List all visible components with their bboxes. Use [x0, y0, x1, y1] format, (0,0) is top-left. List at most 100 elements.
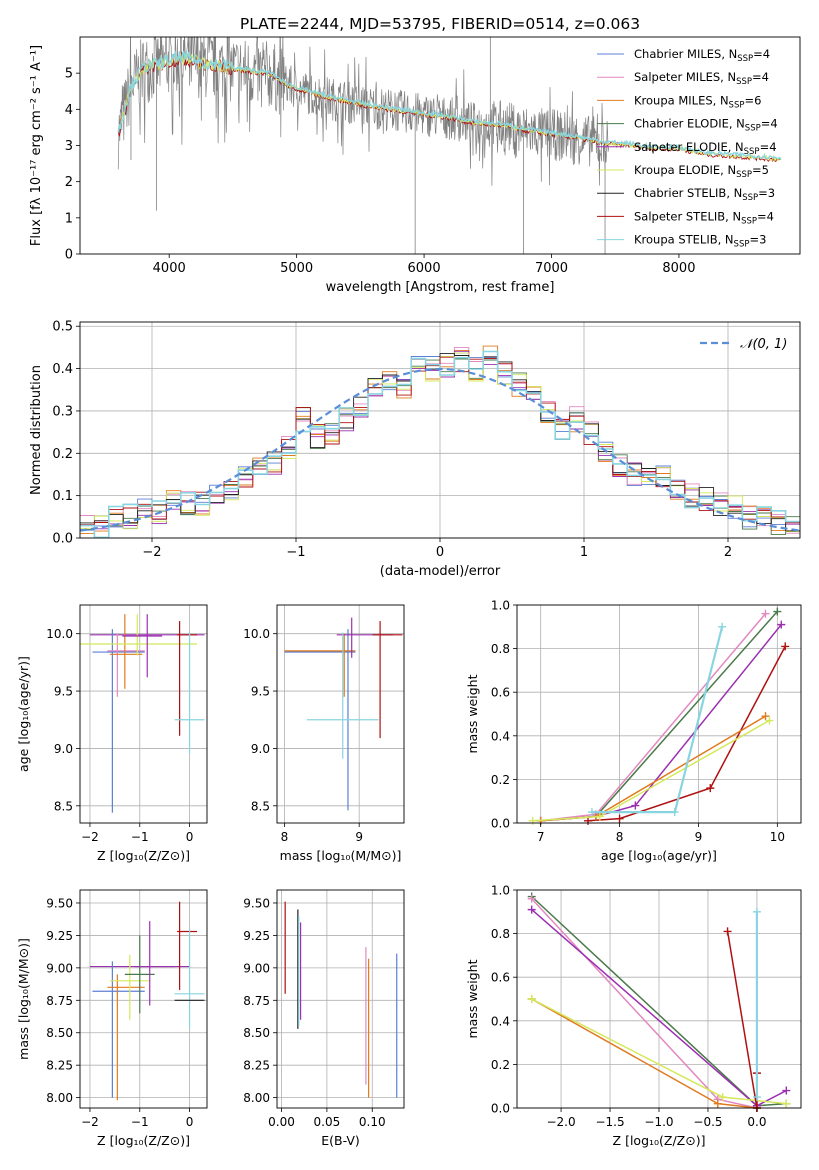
y-tick-label: 10.0 — [46, 627, 73, 641]
y-tick-label: 8.5 — [54, 799, 73, 813]
spectrum-legend: Chabrier MILES, NSSP=4 Salpeter MILES, NS… — [597, 47, 778, 250]
x-tick-label: −2 — [142, 545, 161, 560]
weight-marker — [752, 1093, 761, 1102]
y-axis-label: mass weight — [465, 959, 480, 1038]
normal-reference-curve — [80, 367, 800, 532]
x-axis-label: age [log₁₀(age/yr)] — [601, 848, 717, 863]
x-tick-label: 7 — [537, 830, 545, 844]
y-tick-label: 0.6 — [491, 971, 510, 985]
legend-label: Salpeter ELODIE, NSSP=4 — [634, 140, 777, 157]
weight-marker — [782, 1086, 791, 1095]
weight-marker — [587, 808, 596, 817]
y-tick-label: 9.0 — [251, 742, 270, 756]
weight-marker — [528, 816, 537, 825]
x-tick-label: 5000 — [280, 261, 313, 276]
y-tick-label: 3 — [65, 139, 73, 154]
model-spectrum-kroupa_stelib — [117, 48, 782, 160]
legend-label: 𝒩(0, 1) — [740, 337, 787, 352]
weight-line-salpeter_stelib — [726, 931, 758, 1109]
weight-marker — [752, 907, 761, 916]
y-tick-label: 9.5 — [251, 685, 270, 699]
legend-label: Kroupa ELODIE, NSSP=5 — [634, 163, 769, 180]
y-tick-label: 9.5 — [54, 685, 73, 699]
y-tick-label: 9.25 — [46, 929, 73, 943]
y-tick-label: 8.25 — [46, 1059, 73, 1073]
y-tick-label: 1 — [65, 211, 73, 226]
legend-label: Chabrier ELODIE, NSSP=4 — [634, 117, 778, 134]
weight-line-chabrier_elodie — [540, 611, 778, 822]
weight-marker — [595, 812, 604, 821]
x-tick-label: 4000 — [153, 261, 186, 276]
weight-line-salpeter_stelib — [587, 646, 786, 822]
y-tick-label: 0.8 — [491, 927, 510, 941]
y-tick-label: 9.0 — [54, 742, 73, 756]
y-tick-label: 0.0 — [52, 532, 73, 547]
y-tick-label: 8.25 — [243, 1059, 270, 1073]
x-tick-label: −1 — [131, 830, 149, 844]
y-tick-label: 9.00 — [243, 961, 270, 975]
x-tick-label: 10 — [770, 830, 785, 844]
weight-marker — [527, 995, 536, 1003]
y-tick-label: 4 — [65, 103, 73, 118]
x-tick-label: 9 — [695, 830, 703, 844]
x-axis-label: Z [log₁₀(Z/Z⊙)] — [97, 1133, 190, 1148]
y-tick-label: 0.2 — [52, 447, 73, 462]
errorbar-plot-area — [284, 901, 398, 1098]
weight-vs-age-panel: 7 8 9 10 0.0 0.2 0.4 0.6 0.8 1.0 age [log₁₀(age/yr… — [465, 599, 802, 863]
y-tick-label: 1.0 — [491, 884, 510, 898]
y-tick-label: 0.6 — [491, 686, 510, 700]
axes-frame — [79, 889, 208, 1109]
axes-frame — [79, 604, 208, 824]
x-tick-label: −1 — [286, 545, 305, 560]
y-tick-label: 9.50 — [243, 896, 270, 910]
x-tick-label: 8 — [616, 830, 624, 844]
x-axis-label: E(B-V) — [321, 1133, 360, 1148]
weight-marker — [718, 622, 727, 631]
x-tick-label: 0.0 — [747, 1115, 766, 1129]
weight-marker — [527, 905, 536, 914]
y-tick-label: 5 — [65, 67, 73, 82]
errorbar-plot-area — [80, 614, 205, 813]
y-tick-label: 0.2 — [491, 773, 510, 787]
y-tick-label: 0.3 — [52, 404, 73, 419]
y-tick-label: 0.4 — [491, 729, 510, 743]
weight-marker — [718, 1093, 727, 1102]
weight-marker — [706, 784, 715, 793]
y-tick-label: 0.4 — [491, 1014, 510, 1028]
spectrum-panel: 4000 5000 6000 7000 8000 0 1 2 3 4 5 wavelength [An… — [29, 36, 801, 295]
legend-label: Salpeter MILES, NSSP=4 — [634, 70, 769, 87]
weight-line-salpeter_miles — [540, 613, 767, 822]
histogram-step-salpeter_stelib — [80, 356, 800, 526]
x-tick-label: 0 — [186, 1115, 194, 1129]
legend-label: Kroupa MILES, NSSP=6 — [634, 93, 761, 110]
y-tick-label: 8.50 — [46, 1026, 73, 1040]
y-axis-label: mass [log₁₀(M/M⊙)] — [16, 938, 31, 1060]
mass-vs-EBV-panel: 0.00 0.05 0.10 8.00 8.25 8.50 8.75 9.00 9.25 9.50… — [243, 889, 405, 1148]
y-tick-label: 9.25 — [243, 929, 270, 943]
weight-line-kroupa_miles — [540, 715, 766, 822]
x-tick-label: −1 — [131, 1115, 149, 1129]
residuals-panel: −2 −1 0 1 2 0.0 0.1 0.2 0.3 0.4 0.5 (data-model)/er… — [29, 320, 801, 579]
weight-line-kroupa_miles — [531, 998, 757, 1109]
weight-marker — [781, 642, 790, 651]
weight-vs-Z-panel: −2.0 −1.5 −1.0 −0.5 0.0 0.0 0.2 0.4 0.6 0.8 1.0 Z [… — [465, 884, 802, 1148]
errorbar-plot-area — [89, 901, 205, 1101]
y-tick-label: 10.0 — [243, 627, 270, 641]
legend-label: Salpeter STELIB, NSSP=4 — [634, 209, 774, 226]
x-tick-label: 0.00 — [268, 1115, 295, 1129]
x-tick-label: −2 — [81, 830, 99, 844]
weight-marker — [782, 1099, 791, 1108]
y-tick-label: 8.75 — [243, 994, 270, 1008]
figure-title: PLATE=2244, MJD=53795, FIBERID=0514, z=0… — [240, 15, 640, 33]
mass-vs-Z-panel: −2 −1 0 8.00 8.25 8.50 8.75 9.00 9.25 9.50 Z [log₁… — [16, 889, 208, 1148]
weight-marker — [761, 609, 770, 618]
weight-marker — [527, 894, 536, 903]
axes-frame — [276, 889, 405, 1109]
y-tick-label: 0.2 — [491, 1058, 510, 1072]
weight-marker — [765, 716, 774, 725]
x-axis-label: wavelength [Angstrom, rest frame] — [326, 280, 555, 295]
residuals-plot-area — [80, 345, 800, 538]
y-tick-label: 9.00 — [46, 961, 73, 975]
x-tick-label: 0 — [436, 545, 444, 560]
